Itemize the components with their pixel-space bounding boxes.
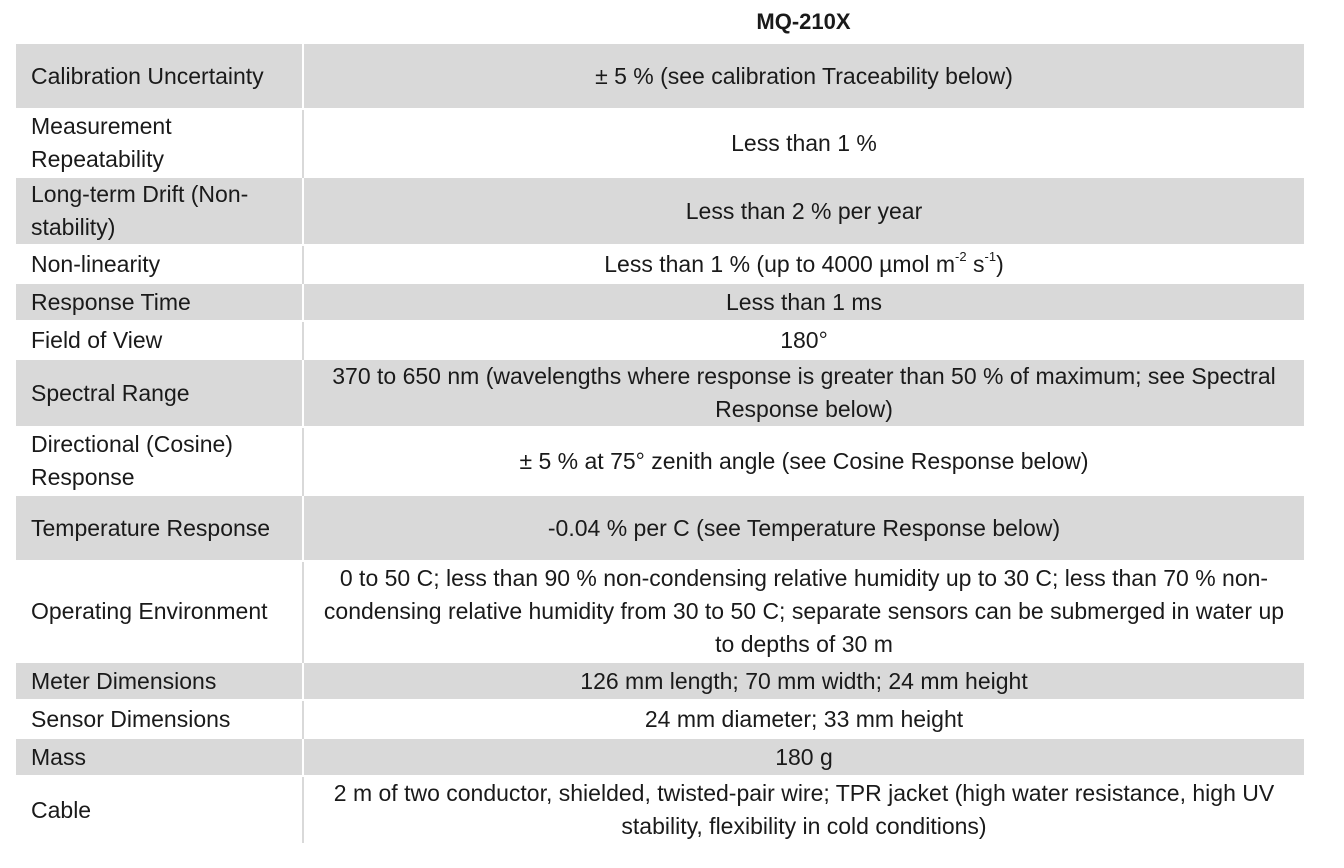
spec-value-text: s (966, 250, 985, 277)
spec-value: 24 mm diameter; 33 mm height (303, 699, 1304, 738)
spec-value-text: ) (996, 250, 1004, 277)
spec-row-non-linearity: Non-linearity Less than 1 % (up to 4000 … (16, 244, 1304, 283)
spec-label: Temperature Response (16, 494, 304, 561)
spec-row-temperature-response: Temperature Response -0.04 % per C (see … (16, 494, 1304, 561)
spec-label: Operating Environment (16, 560, 304, 662)
spec-label: Mass (16, 737, 304, 776)
spec-value: 0 to 50 C; less than 90 % non-condensing… (303, 560, 1304, 662)
header-empty-cell (16, 0, 303, 43)
spec-value: 126 mm length; 70 mm width; 24 mm height (303, 661, 1304, 700)
spec-value: 180 g (303, 737, 1304, 776)
spec-value: 370 to 650 nm (wavelengths where respons… (303, 358, 1304, 427)
spec-label: Spectral Range (16, 358, 304, 427)
spec-value: -0.04 % per C (see Temperature Response … (303, 494, 1304, 561)
spec-label: Meter Dimensions (16, 661, 304, 700)
spec-label: Directional (Cosine) Response (16, 426, 304, 495)
superscript-exponent: -2 (955, 248, 967, 264)
header-row: MQ-210X (16, 0, 1304, 43)
spec-row-long-term-drift: Long-term Drift (Non-stability) Less tha… (16, 176, 1304, 245)
spec-label: Calibration Uncertainty (16, 42, 304, 109)
spec-value: Less than 1 % (303, 108, 1304, 177)
spec-row-calibration-uncertainty: Calibration Uncertainty ± 5 % (see calib… (16, 42, 1304, 109)
spec-value: 180° (303, 320, 1304, 359)
spec-row-mass: Mass 180 g (16, 737, 1304, 776)
spec-label: Response Time (16, 282, 304, 321)
model-heading: MQ-210X (303, 0, 1304, 43)
spec-row-directional-response: Directional (Cosine) Response ± 5 % at 7… (16, 426, 1304, 495)
specifications-table: MQ-210X Calibration Uncertainty ± 5 % (s… (16, 0, 1304, 843)
spec-value: Less than 2 % per year (303, 176, 1304, 245)
spec-row-measurement-repeatability: Measurement Repeatability Less than 1 % (16, 108, 1304, 177)
spec-label: Sensor Dimensions (16, 699, 304, 738)
superscript-exponent: -1 (984, 248, 997, 264)
spec-row-operating-environment: Operating Environment 0 to 50 C; less th… (16, 560, 1304, 662)
spec-label: Long-term Drift (Non-stability) (16, 176, 304, 245)
spec-row-response-time: Response Time Less than 1 ms (16, 282, 1304, 321)
spec-value: ± 5 % at 75° zenith angle (see Cosine Re… (303, 426, 1304, 495)
spec-label: Non-linearity (16, 244, 304, 283)
spec-row-meter-dimensions: Meter Dimensions 126 mm length; 70 mm wi… (16, 661, 1304, 700)
spec-value-text: Less than 1 % (up to 4000 µmol m (604, 250, 956, 277)
spec-label: Field of View (16, 320, 304, 359)
spec-row-cable: Cable 2 m of two conductor, shielded, tw… (16, 775, 1304, 843)
spec-value: Less than 1 ms (303, 282, 1304, 321)
spec-value: 2 m of two conductor, shielded, twisted-… (303, 775, 1304, 843)
spec-value: ± 5 % (see calibration Traceability belo… (303, 42, 1304, 109)
spec-row-spectral-range: Spectral Range 370 to 650 nm (wavelength… (16, 358, 1304, 427)
spec-row-field-of-view: Field of View 180° (16, 320, 1304, 359)
spec-row-sensor-dimensions: Sensor Dimensions 24 mm diameter; 33 mm … (16, 699, 1304, 738)
spec-value: Less than 1 % (up to 4000 µmol m-2 s-1) (303, 244, 1304, 283)
spec-label: Measurement Repeatability (16, 108, 304, 177)
spec-label: Cable (16, 775, 304, 843)
